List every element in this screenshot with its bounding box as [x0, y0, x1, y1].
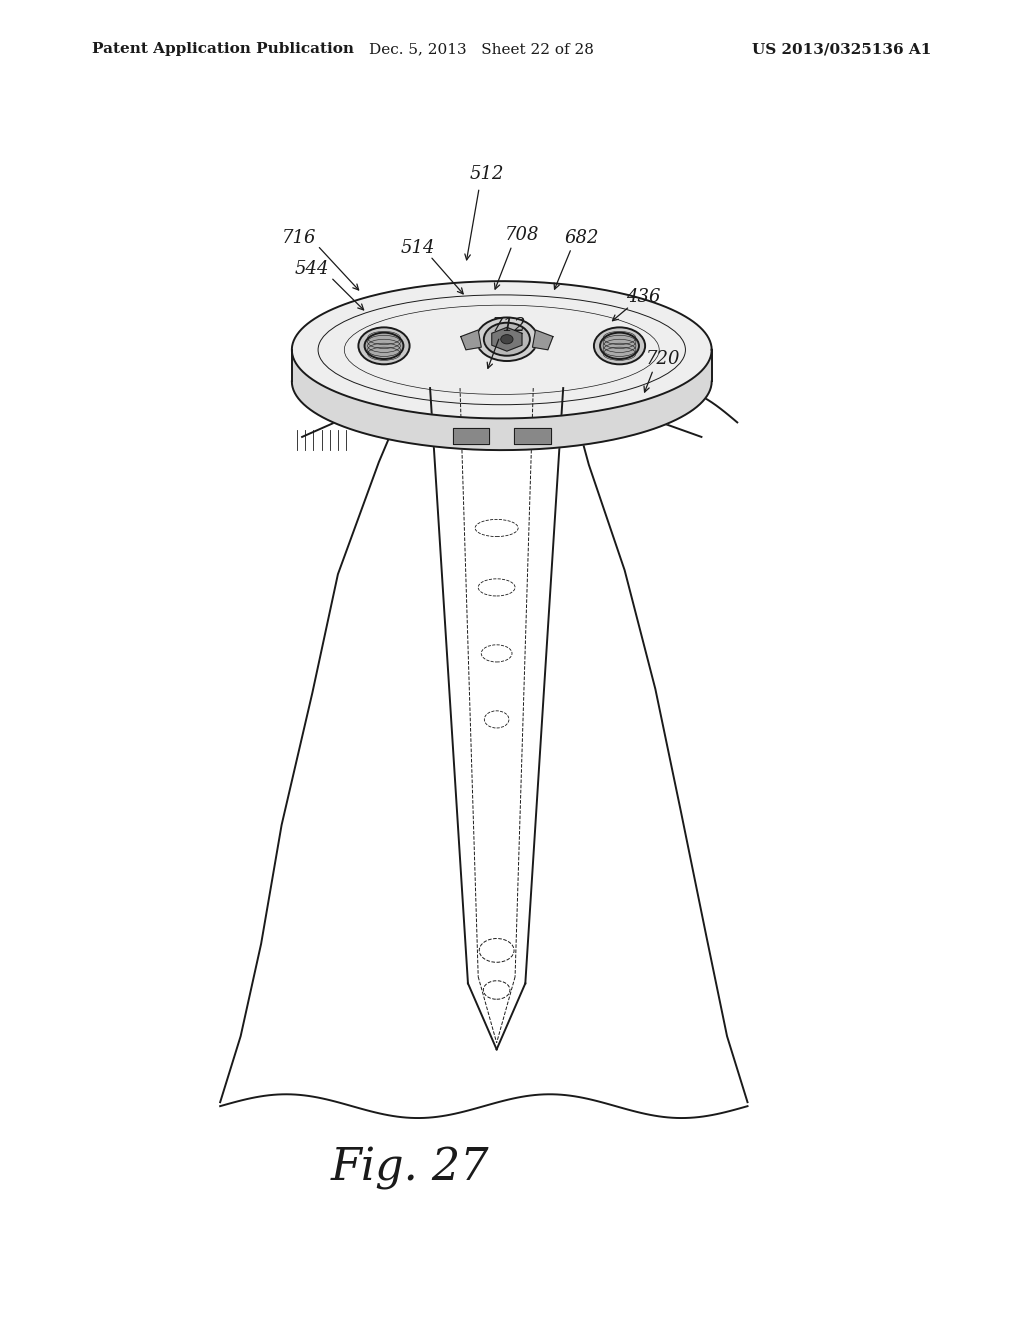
Polygon shape	[514, 428, 551, 444]
Text: 716: 716	[282, 228, 316, 247]
Text: 720: 720	[646, 350, 681, 368]
Text: 682: 682	[564, 228, 599, 247]
Polygon shape	[461, 330, 481, 350]
Text: Patent Application Publication: Patent Application Publication	[92, 42, 354, 57]
Ellipse shape	[476, 318, 538, 360]
Ellipse shape	[594, 327, 645, 364]
Ellipse shape	[600, 333, 639, 359]
Text: Fig. 27: Fig. 27	[331, 1147, 488, 1189]
Polygon shape	[292, 281, 712, 418]
Ellipse shape	[365, 333, 403, 359]
Polygon shape	[532, 330, 553, 350]
Text: Dec. 5, 2013   Sheet 22 of 28: Dec. 5, 2013 Sheet 22 of 28	[369, 42, 594, 57]
Ellipse shape	[358, 327, 410, 364]
Text: 514: 514	[400, 239, 435, 257]
Polygon shape	[492, 327, 522, 351]
Polygon shape	[292, 350, 712, 450]
Text: 544: 544	[295, 260, 330, 279]
Text: 712: 712	[492, 317, 526, 335]
Ellipse shape	[501, 335, 513, 345]
Text: 436: 436	[626, 288, 660, 306]
Polygon shape	[453, 428, 489, 444]
Text: 708: 708	[505, 226, 540, 244]
Ellipse shape	[483, 322, 530, 355]
Text: US 2013/0325136 A1: US 2013/0325136 A1	[753, 42, 932, 57]
Text: 512: 512	[469, 165, 504, 183]
